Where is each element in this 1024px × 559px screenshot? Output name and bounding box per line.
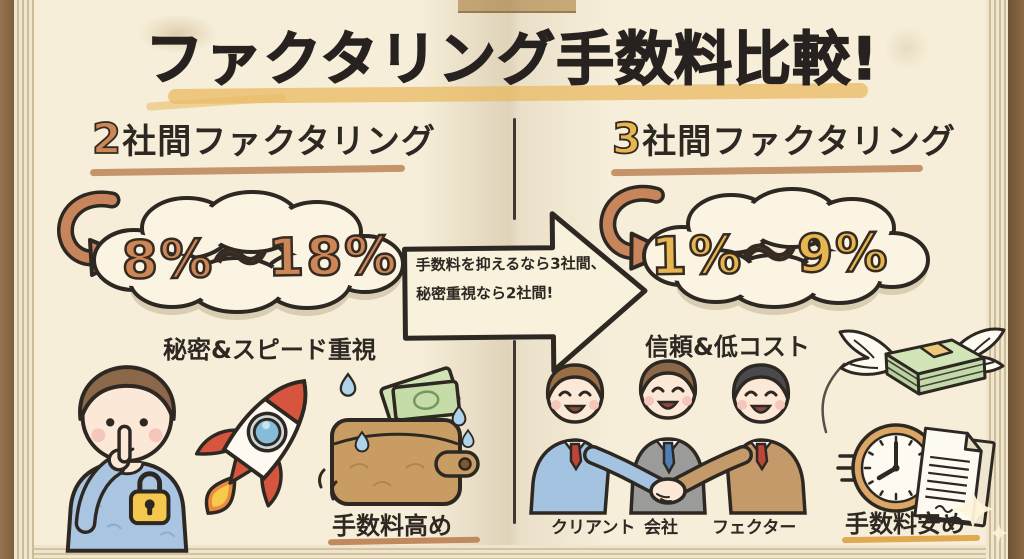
left-rate-cloud: 8%〜18% [82, 188, 412, 320]
left-verdict-label: 手数料高め [332, 512, 452, 540]
right-section-heading: 3社間ファクタリング [611, 113, 956, 164]
page-edges-bottom [34, 545, 986, 559]
arrow-line-2: 秘密重視なら2社間! [415, 283, 554, 304]
party-label-company: 会社 [644, 518, 678, 538]
right-heading-text: 社間ファクタリング [642, 122, 956, 162]
paper-stain [884, 26, 930, 70]
party-label-client: クリアント [551, 518, 636, 538]
wallet-money-icon [318, 366, 493, 523]
book-cover-left [0, 0, 16, 559]
rocket-icon [159, 342, 356, 551]
divider-line-bottom [513, 340, 516, 524]
party-label-factor: フェクター [712, 518, 797, 538]
left-section-heading: 2社間ファクタリング [91, 113, 436, 164]
right-rate-cloud: 1%〜9% [634, 184, 936, 315]
comparison-arrow: 手数料を抑えるなら3社間、 秘密重視なら2社間! [402, 209, 649, 377]
arrow-line-1: 手数料を抑えるなら3社間、 [415, 254, 606, 275]
left-heading-number: 2 [91, 113, 123, 164]
left-heading-text: 社間ファクタリング [122, 122, 436, 162]
handshake-trio-icon [523, 355, 813, 515]
right-heading-number: 3 [611, 113, 643, 164]
right-tagline: 信頼&低コスト [645, 333, 810, 361]
page-title: ファクタリング手数料比較! [145, 24, 879, 94]
left-tagline: 秘密&スピード重視 [163, 336, 376, 364]
paper-stain [138, 14, 218, 54]
comparison-arrow-text: 手数料を抑えるなら3社間、 秘密重視なら2社間! [416, 249, 627, 310]
right-verdict-label: 手数料安め [845, 510, 965, 538]
motion-swoosh [812, 360, 852, 438]
hush-person-icon [48, 356, 206, 553]
right-rate-range: 1%〜9% [649, 221, 891, 288]
book-cover-right [1006, 0, 1024, 559]
divider-line-top [513, 118, 516, 220]
winged-money-icon [836, 318, 1008, 430]
spine-top [458, 0, 576, 13]
left-rate-range: 8%〜18% [120, 225, 400, 292]
